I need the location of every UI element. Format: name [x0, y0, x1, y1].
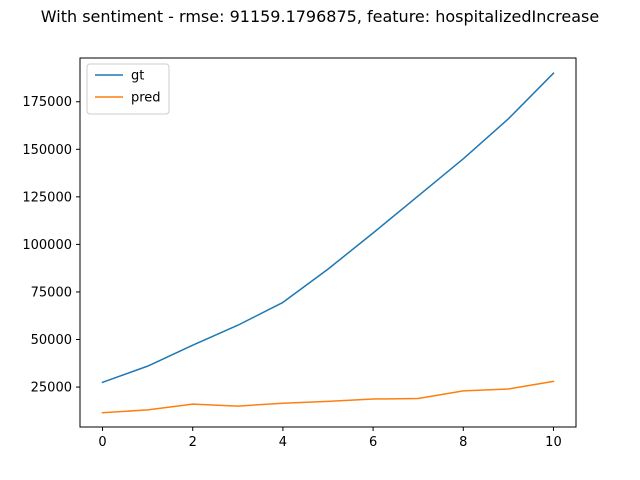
y-tick-label: 125000: [22, 190, 72, 205]
axes-frame: [79, 57, 577, 428]
plot-area-border: [79, 57, 577, 428]
legend: gt pred: [86, 63, 170, 115]
y-tick-label: 150000: [22, 143, 72, 158]
x-tick-label: 10: [545, 435, 562, 450]
x-tick-label: 0: [98, 435, 106, 450]
y-tick-label: 50000: [31, 333, 72, 348]
series-line-pred: [101, 380, 555, 414]
x-tick-label: 6: [369, 435, 377, 450]
chart-title: With sentiment - rmse: 91159.1796875, fe…: [40, 7, 600, 26]
x-axis-ticks: 0 2 4 6 8 10: [98, 427, 562, 450]
legend-label-pred: pred: [131, 91, 161, 106]
x-tick-label: 8: [459, 435, 467, 450]
series-line-gt: [101, 72, 555, 384]
y-tick-label: 75000: [31, 285, 72, 300]
y-axis-ticks: 25000 50000 75000 100000 125000 150000 175000: [22, 95, 80, 396]
x-tick-label: 2: [189, 435, 197, 450]
y-tick-label: 175000: [22, 95, 72, 110]
legend-label-gt: gt: [131, 69, 144, 84]
x-tick-label: 4: [279, 435, 287, 450]
y-tick-label: 100000: [22, 238, 72, 253]
y-tick-label: 25000: [31, 381, 72, 396]
legend-box: [86, 63, 170, 115]
series-lines: [101, 72, 555, 414]
